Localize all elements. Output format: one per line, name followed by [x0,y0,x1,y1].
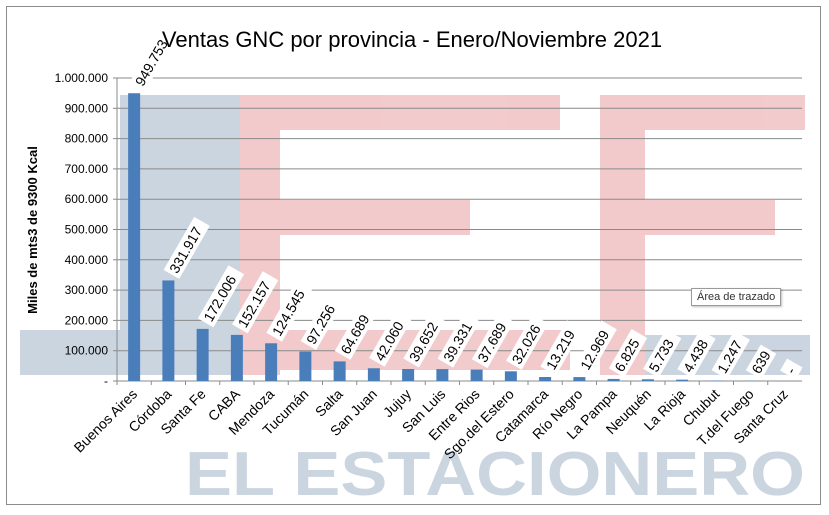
bar-tucum-n [299,351,312,381]
y-tick-label: 500.000 [65,223,109,237]
plot-area-tooltip: Área de trazado [691,288,782,306]
data-label-box [403,312,446,368]
watermark-shape [20,330,120,375]
bar-mendoza [265,343,278,381]
bar-catamarca [539,376,552,381]
chart-title: Ventas GNC por provincia - Enero/Noviemb… [162,27,662,52]
y-tick-label: 800.000 [65,132,109,146]
y-tick-label: 400.000 [65,253,109,267]
data-label-box [369,311,412,367]
bar-r-o-negro [573,377,586,381]
data-label-box [197,265,245,328]
bars [128,93,757,381]
y-tick-label: 200.000 [65,313,109,327]
bar-san-luis [436,369,449,381]
bar-san-juan [367,368,380,381]
data-label-box [745,344,777,380]
data-label-box [677,329,716,379]
y-tick-label: 300.000 [65,283,109,297]
bar-jujuy [402,368,415,381]
bar-salta [333,361,346,381]
y-tick-label: 700.000 [65,162,109,176]
data-label-box [129,29,176,92]
data-label-box [163,216,210,279]
data-label: - [780,358,803,380]
data-label-box [643,329,682,378]
bar-buenos-aires [128,93,141,381]
data-labels: 949.753331.917172.006152.157124.54597.25… [129,29,803,380]
y-axis-title: Miles de mts3 de 9300 Kcal [25,146,40,314]
data-label-box [780,358,803,380]
data-label-box [574,320,617,376]
data-label-box [232,271,279,334]
data-label-box [711,330,750,380]
data-label-box [437,312,480,368]
bar-entre-rios [470,369,483,381]
bar-santa-fe [196,328,209,381]
data-label-box [334,304,378,360]
bar-neuqu-n [641,379,654,381]
data-label-box [300,294,343,351]
watermark-shape [645,95,805,130]
bar-c-rdoba [162,280,175,381]
y-tick-label: - [104,374,108,388]
watermark-shape [280,95,560,130]
y-tick-label: 1.000.000 [55,71,109,85]
data-label-box [540,320,583,376]
data-label-box [506,314,549,370]
data-label-box [266,279,313,342]
bar-caba [230,334,243,381]
data-label-box [471,312,515,369]
y-tick-label: 600.000 [65,192,109,206]
y-tick-label: 900.000 [65,101,109,115]
bar-la-pampa [607,378,620,381]
bar-sgo-del-estero [504,371,517,381]
bar-la-rioja [676,379,689,381]
y-tick-label: 100.000 [65,344,109,358]
watermark-text: EL ESTACIONERO [185,440,805,509]
data-label-box [608,329,648,378]
y-tick-labels: - 100.000 200.000 300.000 400.000 500.000 600.… [55,71,109,388]
